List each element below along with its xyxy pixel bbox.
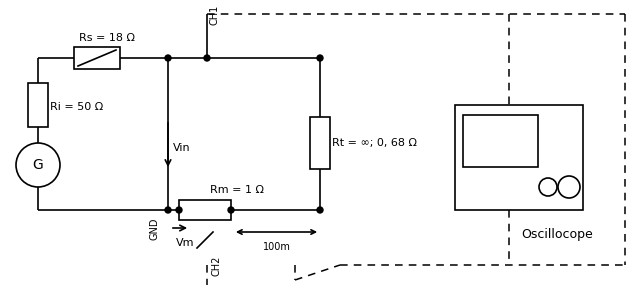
Circle shape bbox=[16, 143, 60, 187]
Circle shape bbox=[539, 178, 557, 196]
Circle shape bbox=[176, 207, 182, 213]
Bar bbox=[455, 105, 583, 210]
Text: Rm = 1 Ω: Rm = 1 Ω bbox=[210, 185, 264, 195]
Text: Oscillocope: Oscillocope bbox=[521, 228, 593, 241]
Circle shape bbox=[165, 55, 171, 61]
Circle shape bbox=[317, 207, 323, 213]
Bar bbox=[179, 200, 231, 220]
Text: 100m: 100m bbox=[263, 242, 290, 252]
Text: Ri = 50 Ω: Ri = 50 Ω bbox=[50, 102, 103, 112]
Bar bbox=[463, 115, 538, 167]
Circle shape bbox=[558, 176, 580, 198]
Text: G: G bbox=[33, 158, 43, 172]
Circle shape bbox=[228, 207, 234, 213]
Text: GND: GND bbox=[149, 218, 159, 240]
Text: Rt = ∞; 0, 68 Ω: Rt = ∞; 0, 68 Ω bbox=[332, 138, 417, 148]
Circle shape bbox=[317, 55, 323, 61]
Circle shape bbox=[204, 55, 210, 61]
Text: Rs = 18 Ω: Rs = 18 Ω bbox=[79, 33, 135, 43]
Text: CH2: CH2 bbox=[211, 256, 221, 276]
Bar bbox=[28, 83, 48, 127]
Circle shape bbox=[165, 207, 171, 213]
Text: Vin: Vin bbox=[173, 143, 191, 153]
Text: CH1: CH1 bbox=[210, 5, 220, 25]
Bar bbox=[74, 47, 120, 69]
Text: Vm: Vm bbox=[176, 238, 195, 248]
Bar bbox=[310, 117, 330, 169]
